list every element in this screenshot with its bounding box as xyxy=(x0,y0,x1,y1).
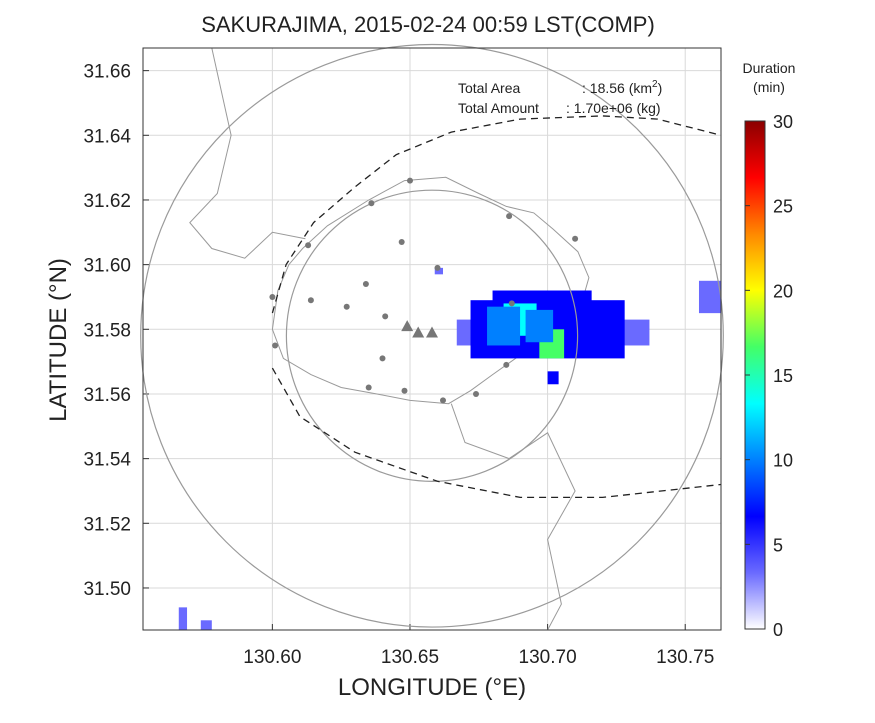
vents xyxy=(401,320,438,338)
y-tick-label: 31.54 xyxy=(83,450,131,471)
station-marker xyxy=(272,342,279,349)
station-marker xyxy=(307,297,314,304)
vent-marker xyxy=(426,326,438,338)
station-marker xyxy=(398,239,405,245)
peninsula-coast xyxy=(450,403,576,631)
svg-text:: 18.56 (km2): : 18.56 (km2) xyxy=(582,79,662,96)
y-tick-label: 31.50 xyxy=(83,579,131,600)
colorbar-tick-label: 30 xyxy=(773,112,793,132)
station-marker xyxy=(572,235,579,242)
chart-title: SAKURAJIMA, 2015-02-24 00:59 LST(COMP) xyxy=(201,12,655,37)
y-tick-labels: 31.50 31.52 31.54 31.56 31.58 31.60 31.62 31.64… xyxy=(83,62,131,600)
y-tick-label: 31.60 xyxy=(83,256,131,277)
total-area-unit-sup: 2 xyxy=(652,79,658,90)
x-axis-label: LONGITUDE (°E) xyxy=(338,674,526,701)
y-tick-label: 31.58 xyxy=(83,320,131,341)
range-rings xyxy=(140,43,724,628)
x-tick-label: 130.60 xyxy=(243,647,301,668)
ash-cell xyxy=(547,371,559,385)
station-marker xyxy=(434,264,441,271)
total-area-close: ) xyxy=(658,80,663,96)
y-tick-label: 31.56 xyxy=(83,385,131,406)
ash-cells xyxy=(178,267,721,630)
colorbar-ticks: 0 5 10 15 20 25 30 xyxy=(745,112,793,640)
colorbar-title-line2: (min) xyxy=(753,79,785,95)
ash-cell xyxy=(525,309,554,343)
ash-cell xyxy=(178,607,188,630)
ash-cell xyxy=(200,620,212,630)
x-tick-labels: 130.60 130.65 130.70 130.75 xyxy=(243,647,714,668)
range-ring xyxy=(140,43,724,628)
station-marker xyxy=(473,391,479,397)
station-marker xyxy=(407,177,413,184)
station-marker xyxy=(269,294,276,300)
total-area-value: : 18.56 (km xyxy=(582,80,652,96)
station-marker xyxy=(508,300,515,307)
station-marker xyxy=(401,387,408,394)
x-tick-label: 130.65 xyxy=(381,647,439,668)
station-marker xyxy=(305,242,312,249)
x-tick-label: 130.75 xyxy=(656,647,714,668)
station-marker xyxy=(506,213,513,220)
colorbar-title-line1: Duration xyxy=(743,60,796,76)
y-tick-label: 31.64 xyxy=(83,126,131,147)
colorbar-tick-label: 15 xyxy=(773,366,793,386)
vent-marker xyxy=(412,326,425,338)
coverage-boundary xyxy=(271,115,722,499)
range-ring xyxy=(285,189,579,482)
stations xyxy=(269,177,579,404)
vent-marker xyxy=(401,320,414,332)
y-tick-label: 31.66 xyxy=(83,62,131,83)
ash-cell xyxy=(698,280,721,314)
station-marker xyxy=(382,313,389,320)
x-tick-label: 130.70 xyxy=(519,647,577,668)
total-area-label: Total Area xyxy=(458,80,520,96)
dashed-boundary-south xyxy=(271,367,722,499)
total-amount-value: : 1.70e+06 (kg) xyxy=(566,100,661,116)
plot-frame xyxy=(142,47,722,631)
y-tick-label: 31.52 xyxy=(83,514,131,535)
station-marker xyxy=(368,200,375,207)
station-marker xyxy=(379,355,386,362)
station-marker xyxy=(343,303,350,310)
grid xyxy=(143,48,721,630)
colorbar-tick-label: 0 xyxy=(773,620,783,640)
dashed-boundary-north xyxy=(271,115,722,314)
y-tick-label: 31.62 xyxy=(83,191,131,212)
colorbar-tick-label: 25 xyxy=(773,197,793,217)
ash-cell xyxy=(434,267,444,275)
station-marker xyxy=(365,384,372,391)
totals-annotation: Total Area : 18.56 (km2) Total Amount : … xyxy=(458,79,662,116)
colorbar-tick-label: 5 xyxy=(773,535,783,555)
station-marker xyxy=(503,361,510,368)
y-axis-label: LATITUDE (°N) xyxy=(45,258,72,422)
station-marker xyxy=(440,397,446,404)
colorbar-tick-label: 20 xyxy=(773,281,793,301)
ash-cell xyxy=(487,306,521,346)
station-marker xyxy=(362,281,369,287)
mainland-coast xyxy=(189,47,306,259)
colorbar-tick-label: 10 xyxy=(773,451,793,471)
total-amount-label: Total Amount xyxy=(458,100,539,116)
